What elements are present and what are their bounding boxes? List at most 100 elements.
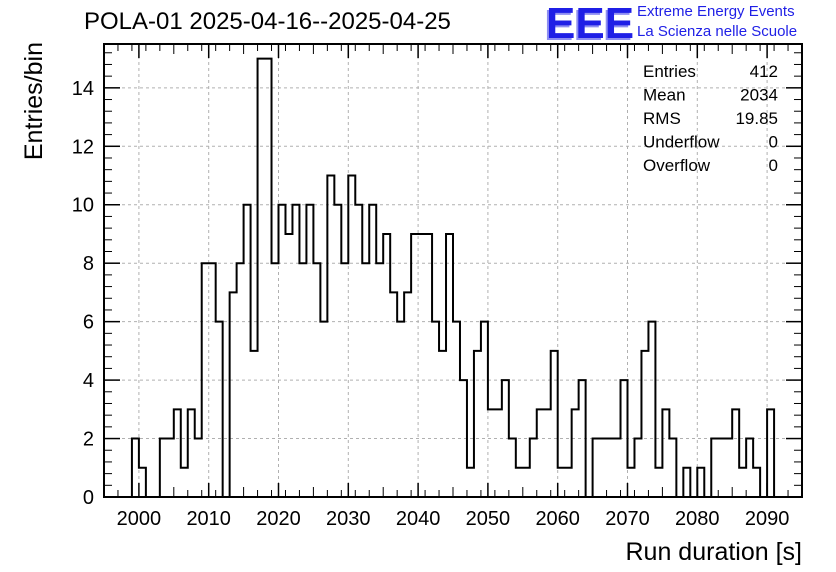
histogram-outline [130,57,776,498]
x-tick-label: 2020 [256,508,301,530]
chart-title: POLA-01 2025-04-16--2025-04-25 [84,8,451,35]
histogram-bin [167,439,174,497]
histogram-bin [132,439,139,497]
histogram-bin [160,439,167,497]
x-tick-label: 2090 [745,508,790,530]
histogram-bin [537,409,544,497]
stats-label: RMS [643,109,681,128]
y-tick-label: 2 [83,429,94,451]
x-tick-label: 2000 [117,508,162,530]
histogram-bin [279,205,286,497]
histogram-bin [565,468,572,497]
histogram-bin [607,439,614,497]
y-tick-label: 4 [83,370,94,392]
histogram-bin [683,468,690,497]
histogram-bin [628,468,635,497]
histogram-bin [711,439,718,497]
logo-line-1: Extreme Energy Events [637,3,795,20]
stats-box: Entries 412 Mean 2034 RMS 19.85 Underflow 0 Over… [643,62,778,175]
eee-logo-icon: EEE EEE [544,2,634,44]
histogram-bin [397,322,404,497]
histogram-bin [641,351,648,497]
logo-caption: Extreme Energy Events La Scienza nelle S… [637,2,797,42]
histogram-bin [425,234,432,497]
histogram-bin [174,409,181,497]
histogram-bin [739,468,746,497]
histogram-bin [516,468,523,497]
histogram-bin [634,439,641,497]
histogram-bin [355,205,362,497]
histogram-bin [467,468,474,497]
histogram-bin [523,468,530,497]
x-tick-label: 2080 [675,508,720,530]
histogram-bin [244,205,251,497]
histogram-bin [551,351,558,497]
histogram-bin [718,439,725,497]
histogram-bin [509,439,516,497]
x-tick-label: 2060 [535,508,580,530]
histogram-bin [216,322,223,497]
histogram-bin [572,409,579,497]
svg-text:EEE: EEE [546,2,634,44]
stats-value: 2034 [740,86,778,105]
histogram-bin [530,439,537,497]
histogram-bin [139,468,146,497]
histogram-bin [181,468,188,497]
svg-text:EEE: EEE [544,2,632,44]
histogram-bin [383,234,390,497]
stats-label: Underflow [643,133,720,152]
histogram-bin [251,351,258,497]
y-tick-label: 10 [72,195,94,217]
histogram-bin [188,409,195,497]
histogram-bin [558,468,565,497]
histogram-bin [488,409,495,497]
histogram-bin [439,351,446,497]
stats-label: Entries [643,62,696,81]
histogram-bin [655,468,662,497]
stats-value: 19.85 [735,109,778,128]
histogram-bin [230,292,237,497]
y-tick-label: 12 [72,136,94,158]
y-tick-label: 14 [72,78,94,100]
histogram-bin [348,176,355,497]
histogram-bin [327,176,334,497]
y-tick-labels: 0 2 4 6 8 10 12 14 [72,78,94,509]
stats-label: Overflow [643,156,711,175]
histogram-bin [648,322,655,497]
stats-value: 412 [750,62,778,81]
histogram-bin [265,59,272,497]
y-tick-label: 8 [83,253,94,275]
y-tick-label: 6 [83,312,94,334]
stats-value: 0 [769,156,778,175]
histogram-bin [369,205,376,497]
x-tick-label: 2050 [466,508,511,530]
histogram-bin [453,322,460,497]
logo-line-2: La Scienza nelle Scuole [637,23,798,40]
x-tick-labels: 2000 2010 2020 2030 2040 2050 2060 2070 2080 2090 [117,508,790,530]
y-axis-label: Entries/bin [20,42,48,160]
histogram-bin [753,468,760,497]
histogram-bin [418,234,425,497]
histogram-bin [697,468,704,497]
x-tick-label: 2070 [605,508,650,530]
histogram-bin [593,439,600,497]
x-axis-label: Run duration [s] [626,538,803,566]
histogram-bin [258,59,265,497]
histogram-bin [544,409,551,497]
histogram-bin [767,409,774,497]
histogram-bin [285,234,292,497]
histogram-bin [411,234,418,497]
histogram-bin [320,322,327,497]
histogram-bin [481,322,488,497]
stats-value: 0 [769,133,778,152]
x-tick-label: 2040 [396,508,441,530]
histogram-bin [334,205,341,497]
histogram-bin [495,409,502,497]
histogram-bin [292,205,299,497]
x-tick-label: 2030 [326,508,371,530]
histogram-bin [600,439,607,497]
histogram-bin [446,234,453,497]
histogram-bin [669,439,676,497]
histogram-bin [725,439,732,497]
histogram-bin [390,292,397,497]
